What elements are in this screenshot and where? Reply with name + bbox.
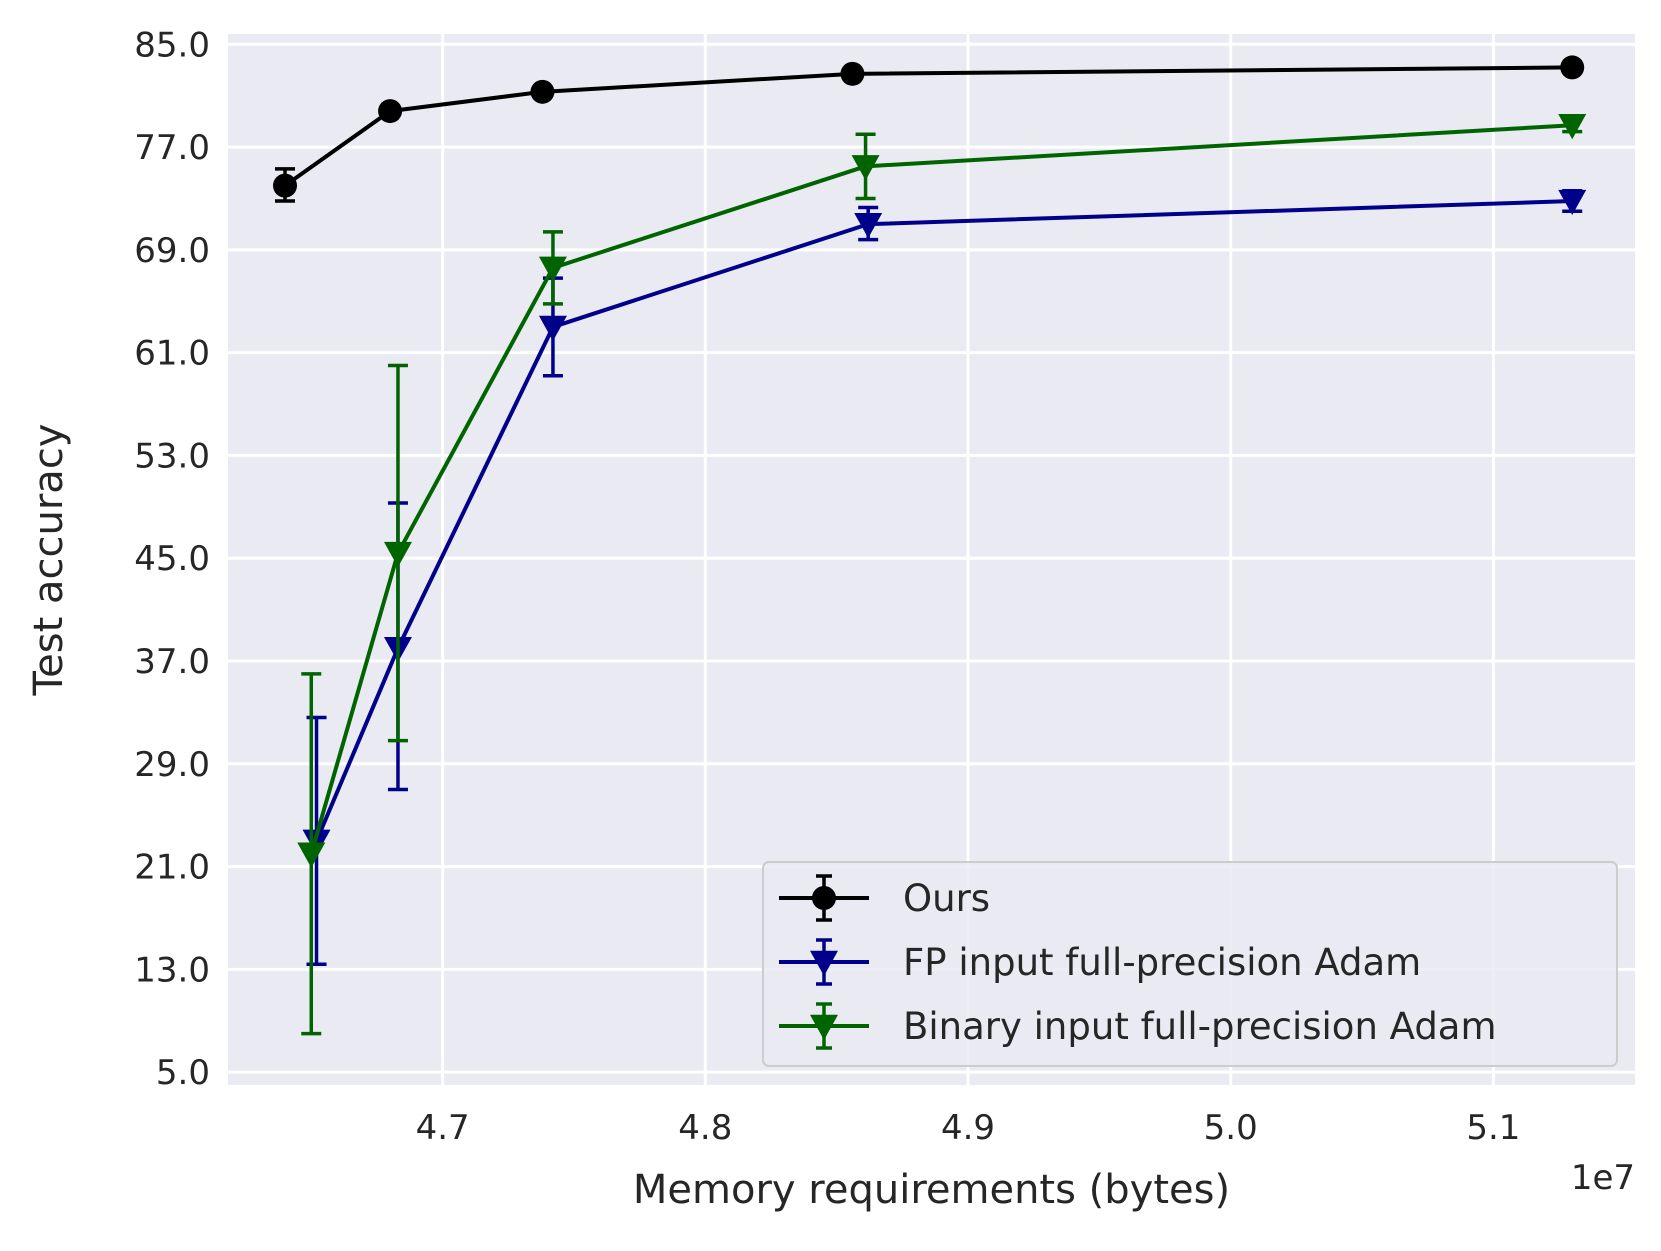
- data-point: [810, 1014, 838, 1040]
- legend-box: [762, 861, 1618, 1067]
- data-point: [840, 61, 865, 86]
- y-tick-label: 5.0: [156, 1053, 210, 1093]
- x-tick-label: 4.8: [678, 1108, 732, 1148]
- data-point: [538, 315, 567, 341]
- series: [297, 114, 1587, 1036]
- y-tick-labels: 5.0 13.0 21.0 29.0 37.0 45.0 53.0 61.0 69.0 77.0 8…: [134, 25, 210, 1093]
- data-point: [812, 886, 836, 910]
- x-tick-label: 4.7: [416, 1108, 470, 1148]
- x-tick-label: 5.1: [1466, 1108, 1520, 1148]
- series: [273, 55, 1585, 203]
- data-point: [854, 212, 883, 239]
- x-tick-labels: 4.7 4.8 4.9 5.0 5.1: [416, 1108, 1521, 1148]
- data-point: [810, 950, 838, 976]
- legend-label: FP input full-precision Adam: [903, 941, 1421, 984]
- y-tick-label: 61.0: [134, 334, 210, 374]
- y-tick-label: 77.0: [134, 128, 210, 168]
- data-point: [273, 173, 298, 198]
- y-tick-label: 29.0: [134, 745, 210, 785]
- data-point: [297, 842, 326, 868]
- legend: Ours FP input full-precision Adam Binary i…: [762, 861, 1618, 1067]
- y-tick-label: 45.0: [134, 539, 210, 579]
- legend-entry: FP input full-precision Adam: [779, 938, 1421, 986]
- data-point: [383, 541, 412, 568]
- data-point: [1558, 114, 1587, 140]
- y-tick-label: 37.0: [134, 642, 210, 682]
- legend-label: Ours: [903, 877, 990, 920]
- x-tick-label: 4.9: [941, 1108, 995, 1148]
- y-axis-label: Test accuracy: [26, 424, 72, 697]
- x-axis-label: Memory requirements (bytes): [633, 1167, 1230, 1213]
- series-layer: [273, 55, 1587, 1036]
- x-axis-offset-label: 1e7: [1571, 1158, 1635, 1198]
- y-tick-label: 13.0: [134, 950, 210, 990]
- y-tick-label: 21.0: [134, 848, 210, 888]
- legend-entry: Binary input full-precision Adam: [779, 1002, 1497, 1050]
- y-tick-label: 53.0: [134, 436, 210, 476]
- y-tick-label: 69.0: [134, 231, 210, 271]
- data-point: [1558, 189, 1587, 216]
- data-point: [538, 256, 567, 282]
- legend-label: Binary input full-precision Adam: [903, 1005, 1497, 1048]
- y-tick-label: 85.0: [134, 25, 210, 65]
- legend-entry: Ours: [779, 874, 990, 922]
- data-point: [851, 155, 880, 181]
- data-point: [378, 99, 403, 124]
- data-point: [530, 79, 555, 104]
- x-tick-label: 5.0: [1204, 1108, 1258, 1148]
- data-point: [1560, 55, 1585, 80]
